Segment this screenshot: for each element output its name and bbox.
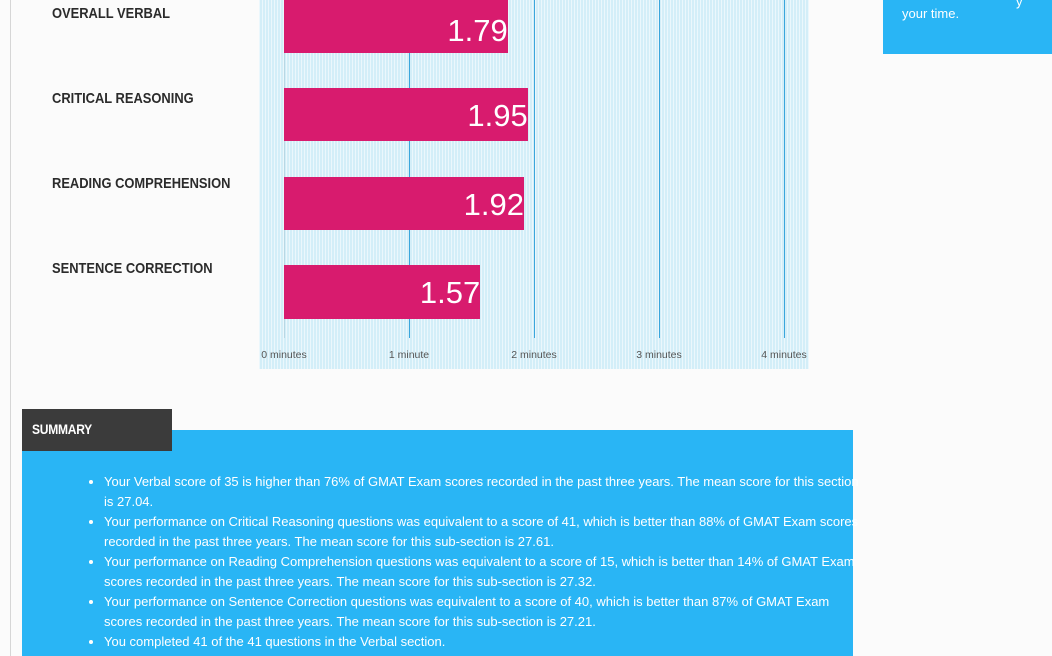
callout-text: your time. (902, 6, 960, 21)
bar-value-label-0: 1.79 (447, 13, 508, 48)
bar-value-label-1: 1.95 (467, 98, 528, 133)
bar-value-label-3: 1.57 (419, 275, 481, 310)
summary-item-1: Your performance on Critical Reasoning q… (104, 512, 864, 552)
category-label-3: SENTENCE CORRECTION (52, 260, 213, 277)
bar-value-label-2: 1.92 (463, 187, 524, 222)
grid-line-2 (534, 0, 535, 338)
summary-item-4: You completed 41 of the 41 questions in … (104, 632, 864, 652)
summary-item-2: Your performance on Reading Comprehensio… (104, 552, 864, 592)
x-tick-label-3: 3 minutes (636, 349, 682, 361)
summary-item-0: Your Verbal score of 35 is higher than 7… (104, 472, 864, 512)
summary-title: SUMMARY (32, 421, 92, 437)
grid-line-0 (284, 0, 285, 338)
chart-plot-area: 1.79 1.95 1.92 1.57 (284, 0, 785, 338)
bar-1: 1.95 (284, 88, 528, 141)
category-label-2: READING COMPREHENSION (52, 175, 231, 192)
callout-text-fragment: y (1016, 0, 1023, 9)
side-callout: your time. (883, 0, 1052, 54)
summary-tab: SUMMARY (22, 409, 172, 451)
grid-line-4 (784, 0, 785, 338)
grid-line-1 (409, 0, 410, 338)
left-divider (10, 0, 11, 656)
bar-3: 1.57 (284, 265, 481, 319)
summary-list: Your Verbal score of 35 is higher than 7… (82, 472, 864, 652)
grid-line-3 (659, 0, 660, 338)
x-tick-label-2: 2 minutes (511, 349, 557, 361)
x-tick-label-1: 1 minute (388, 349, 430, 361)
bar-2: 1.92 (284, 177, 524, 230)
summary-panel: Your Verbal score of 35 is higher than 7… (22, 430, 859, 656)
category-label-1: CRITICAL REASONING (52, 90, 194, 107)
x-tick-label-4: 4 minutes (761, 349, 807, 361)
x-tick-label-0: 0 minutes (261, 349, 307, 361)
bar-0: 1.79 (284, 0, 508, 53)
summary-item-3: Your performance on Sentence Correction … (104, 592, 864, 632)
category-label-0: OVERALL VERBAL (52, 5, 171, 22)
